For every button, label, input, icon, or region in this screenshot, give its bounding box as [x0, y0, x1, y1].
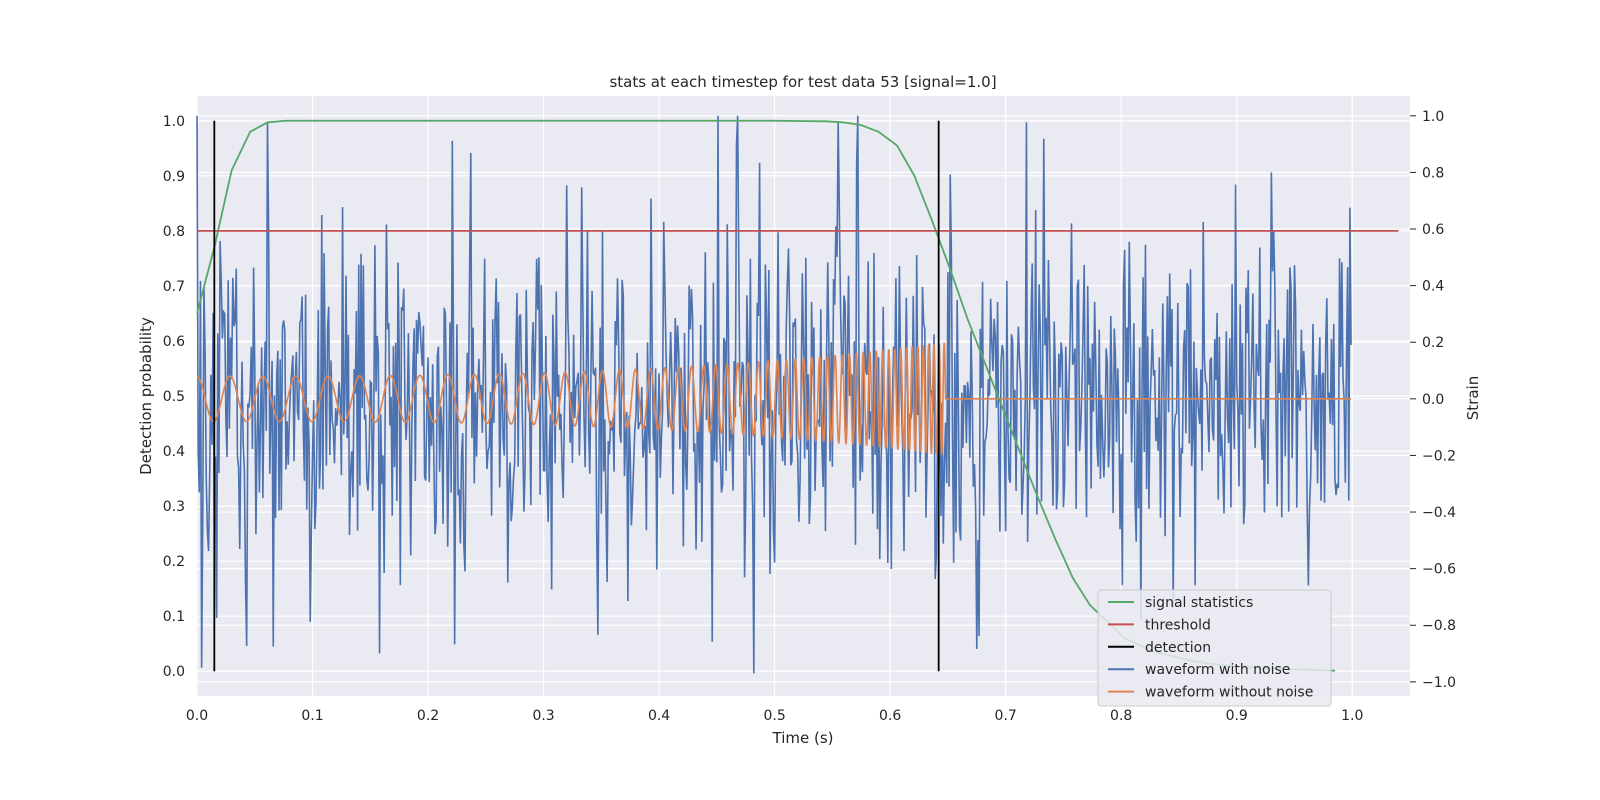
y2-tick-label: −0.4	[1422, 505, 1456, 521]
y2-tick-label: −0.2	[1422, 448, 1456, 464]
x-tick-label: 0.2	[417, 708, 439, 724]
y2-tick-label: 0.0	[1422, 392, 1444, 408]
y2-axis-title: Strain	[1464, 376, 1482, 420]
series-waveform-without-noise	[196, 342, 1352, 456]
x-axis-title: Time (s)	[772, 729, 834, 747]
legend-label: threshold	[1145, 617, 1211, 633]
chart-title: stats at each timestep for test data 53 …	[609, 73, 996, 91]
y-tick-label: 0.2	[163, 554, 185, 570]
y2-tick-label: 0.4	[1422, 279, 1444, 295]
x-tick-label: 0.7	[995, 708, 1017, 724]
x-tick-label: 1.0	[1341, 708, 1363, 724]
x-tick-label: 0.9	[1226, 708, 1248, 724]
y-tick-label: 0.9	[163, 169, 185, 185]
y2-tick-label: −0.8	[1422, 618, 1456, 634]
y-tick-label: 0.4	[163, 444, 185, 460]
x-tick-label: 0.4	[648, 708, 670, 724]
x-tick-label: 0.0	[186, 708, 208, 724]
y-tick-label: 0.5	[163, 389, 185, 405]
y2-tick-label: 0.2	[1422, 335, 1444, 351]
legend-box	[1097, 589, 1332, 707]
legend-label: waveform without noise	[1145, 685, 1313, 701]
y-tick-label: 1.0	[163, 114, 185, 130]
axes-layer: 0.0 0.1 0.2 0.3 0.4 0.5 0.6 0.7 0.8 0.9 1.0 0.0 0.1 0…	[163, 109, 1456, 724]
y2-tick-label: 0.6	[1422, 222, 1444, 238]
y-tick-label: 0.8	[163, 224, 185, 240]
y2-tick-label: −0.6	[1422, 562, 1456, 578]
x-tick-label: 0.8	[1110, 708, 1132, 724]
x-tick-label: 0.6	[879, 708, 901, 724]
y-tick-label: 0.1	[163, 609, 185, 625]
y-tick-label: 0.7	[163, 279, 185, 295]
y2-tick-label: −1.0	[1422, 675, 1456, 691]
legend-label: signal statistics	[1145, 595, 1253, 611]
legend: signal statistics threshold detection wavef…	[1097, 589, 1332, 707]
y-axis-title: Detection probability	[137, 317, 155, 475]
y2-tick-label: 0.8	[1422, 165, 1444, 181]
x-tick-label: 0.5	[763, 708, 785, 724]
y-tick-label: 0.3	[163, 499, 185, 515]
y-tick-label: 0.6	[163, 334, 185, 350]
x-tick-label: 0.3	[532, 708, 554, 724]
series-waveform-with-noise	[196, 115, 1352, 674]
legend-label: waveform with noise	[1145, 662, 1290, 678]
y-tick-label: 0.0	[163, 664, 185, 680]
legend-label: detection	[1145, 640, 1211, 656]
x-tick-label: 0.1	[301, 708, 323, 724]
y2-tick-label: 1.0	[1422, 109, 1444, 125]
